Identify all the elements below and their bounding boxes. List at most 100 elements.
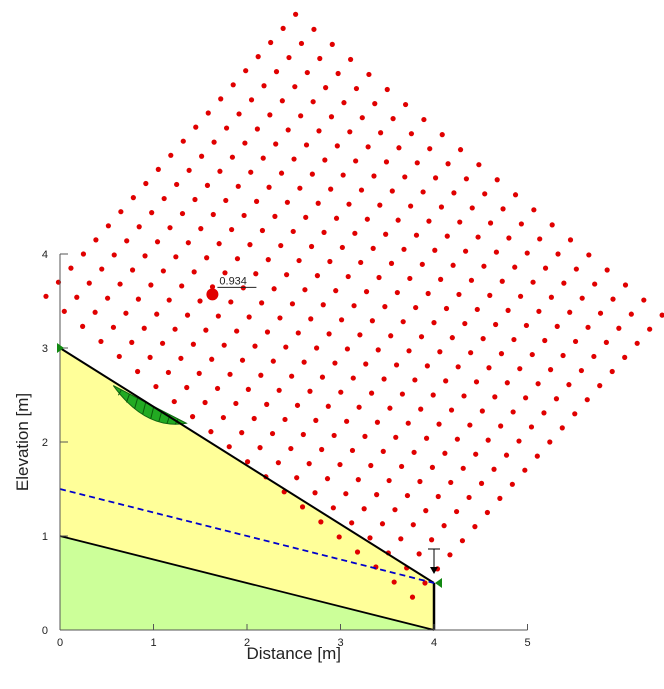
grid-center-point xyxy=(573,266,579,272)
grid-center-point xyxy=(93,237,99,243)
grid-center-point xyxy=(273,141,279,147)
grid-center-point xyxy=(272,213,278,219)
grid-center-point xyxy=(297,185,303,191)
grid-center-point xyxy=(180,138,186,144)
grid-center-point xyxy=(98,338,104,345)
grid-center-point xyxy=(476,162,482,168)
grid-center-point xyxy=(424,363,430,369)
grid-center-point xyxy=(239,430,245,436)
grid-center-point xyxy=(333,288,339,294)
grid-center-point xyxy=(242,140,248,146)
grid-center-point xyxy=(167,225,173,231)
grid-center-point xyxy=(463,176,469,182)
grid-center-point xyxy=(282,416,288,423)
grid-center-point xyxy=(179,283,185,289)
grid-center-point xyxy=(380,448,386,454)
grid-center-point xyxy=(214,385,221,392)
grid-center-point xyxy=(422,580,428,586)
x-axis-title: Distance [m] xyxy=(247,644,341,663)
grid-center-point xyxy=(330,505,336,511)
grid-center-point xyxy=(332,360,338,366)
grid-center-point xyxy=(353,85,360,92)
grid-center-point xyxy=(523,395,529,401)
grid-center-point xyxy=(199,153,205,159)
grid-center-point xyxy=(528,424,535,430)
grid-center-point xyxy=(190,341,196,347)
grid-center-point xyxy=(298,40,305,47)
grid-center-point xyxy=(143,180,149,187)
grid-center-point xyxy=(173,254,179,260)
slip-hatch-line xyxy=(150,406,155,419)
grid-center-point xyxy=(247,242,253,248)
grid-center-point xyxy=(366,71,372,78)
grid-center-point xyxy=(429,537,435,543)
layer-boundary-line xyxy=(59,535,435,631)
grid-center-point xyxy=(129,339,135,345)
grid-center-point xyxy=(284,199,290,205)
grid-center-point xyxy=(472,524,478,530)
grid-center-point xyxy=(61,308,67,314)
grid-center-point xyxy=(142,253,148,259)
grid-center-point xyxy=(276,387,282,393)
grid-center-point xyxy=(363,361,369,367)
grid-center-point xyxy=(359,115,365,121)
grid-center-point xyxy=(268,39,274,46)
grid-center-point xyxy=(328,114,335,120)
grid-center-point xyxy=(352,230,358,236)
grid-center-point xyxy=(319,374,326,380)
grid-center-point xyxy=(218,96,224,102)
grid-center-point xyxy=(215,313,221,319)
grid-center-point xyxy=(401,246,407,252)
grid-center-point xyxy=(154,311,160,317)
grid-center-point xyxy=(454,436,460,442)
grid-center-point xyxy=(473,379,480,385)
grid-center-point xyxy=(185,240,191,246)
grid-center-point xyxy=(80,323,86,329)
grid-center-point xyxy=(409,594,416,600)
y-axis-ticks: 0 1 2 3 4 xyxy=(42,249,68,637)
grid-center-point xyxy=(135,368,141,375)
grid-center-point xyxy=(254,126,260,132)
grid-center-point xyxy=(222,270,228,276)
grid-center-point xyxy=(363,289,370,295)
grid-center-point xyxy=(217,168,223,174)
grid-center-point xyxy=(399,463,405,470)
grid-center-point xyxy=(92,309,98,315)
grid-center-point xyxy=(295,330,301,336)
grid-center-point xyxy=(447,552,453,558)
grid-center-point xyxy=(431,320,437,326)
grid-center-point xyxy=(111,252,117,258)
grid-center-point xyxy=(393,434,399,440)
grid-center-point xyxy=(414,160,420,166)
grid-center-point xyxy=(405,420,411,426)
grid-center-point xyxy=(248,97,255,103)
grid-center-point xyxy=(349,447,356,454)
grid-center-point xyxy=(314,273,321,279)
grid-center-point xyxy=(484,509,490,516)
grid-center-point xyxy=(389,188,395,194)
grid-center-point xyxy=(275,460,281,466)
grid-center-point xyxy=(517,366,523,372)
grid-center-point xyxy=(427,146,433,152)
grid-center-point xyxy=(337,461,343,468)
grid-center-point xyxy=(349,520,355,526)
grid-center-point xyxy=(184,312,191,318)
grid-center-point xyxy=(408,203,414,209)
grid-center-point xyxy=(192,196,198,203)
grid-center-point xyxy=(510,409,516,415)
grid-center-point xyxy=(278,170,285,176)
grid-center-point xyxy=(383,231,389,237)
grid-center-point xyxy=(438,204,445,210)
grid-center-point xyxy=(171,398,177,405)
grid-center-point xyxy=(436,421,442,427)
grid-center-point xyxy=(468,350,474,356)
grid-center-point xyxy=(371,173,377,179)
grid-center-point xyxy=(547,367,554,373)
grid-center-point xyxy=(432,175,439,181)
grid-center-point xyxy=(498,423,504,429)
grid-center-point xyxy=(353,158,359,164)
grid-center-point xyxy=(335,70,341,77)
grid-center-point xyxy=(155,166,161,172)
grid-center-point xyxy=(610,296,616,302)
grid-center-point xyxy=(400,319,406,325)
